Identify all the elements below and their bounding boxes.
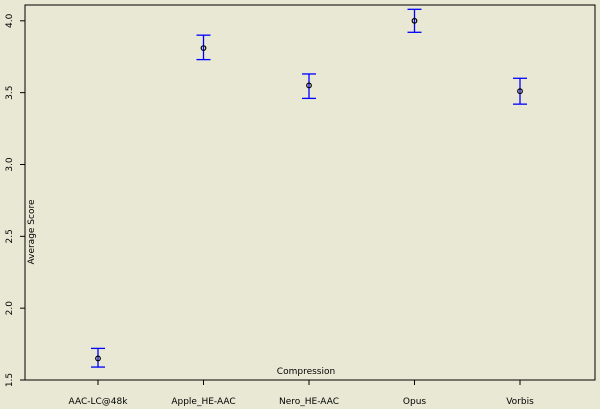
x-axis-label: Compression bbox=[277, 367, 335, 377]
plot-area-frame bbox=[24, 4, 596, 381]
data-marks bbox=[91, 8, 527, 368]
y-tick-label: 1.5 bbox=[5, 373, 15, 387]
x-tick-label: AAC-LC@48k bbox=[69, 397, 129, 407]
x-tick-label: Vorbis bbox=[506, 397, 534, 407]
y-tick-label: 2.5 bbox=[5, 229, 15, 243]
data-point bbox=[306, 82, 312, 89]
y-tick-label: 3.0 bbox=[5, 157, 15, 172]
x-axis: AAC-LC@48k Apple_HE-AAC Nero_HE-AAC Opus Vor… bbox=[69, 380, 534, 407]
data-point bbox=[200, 45, 207, 52]
y-tick-label: 2.0 bbox=[5, 301, 15, 316]
data-point bbox=[517, 88, 523, 95]
x-tick-label: Apple_HE-AAC bbox=[171, 397, 235, 407]
y-axis: 1.5 2.0 2.5 3.0 3.5 4.0 bbox=[5, 13, 25, 387]
x-tick-label: Opus bbox=[403, 397, 427, 407]
y-tick-label: 4.0 bbox=[5, 13, 15, 28]
y-tick-label: 3.5 bbox=[5, 85, 15, 99]
data-point bbox=[411, 17, 418, 24]
data-point bbox=[95, 355, 101, 362]
x-tick-label: Nero_HE-AAC bbox=[279, 397, 339, 407]
y-axis-label: Average Score bbox=[27, 199, 37, 264]
